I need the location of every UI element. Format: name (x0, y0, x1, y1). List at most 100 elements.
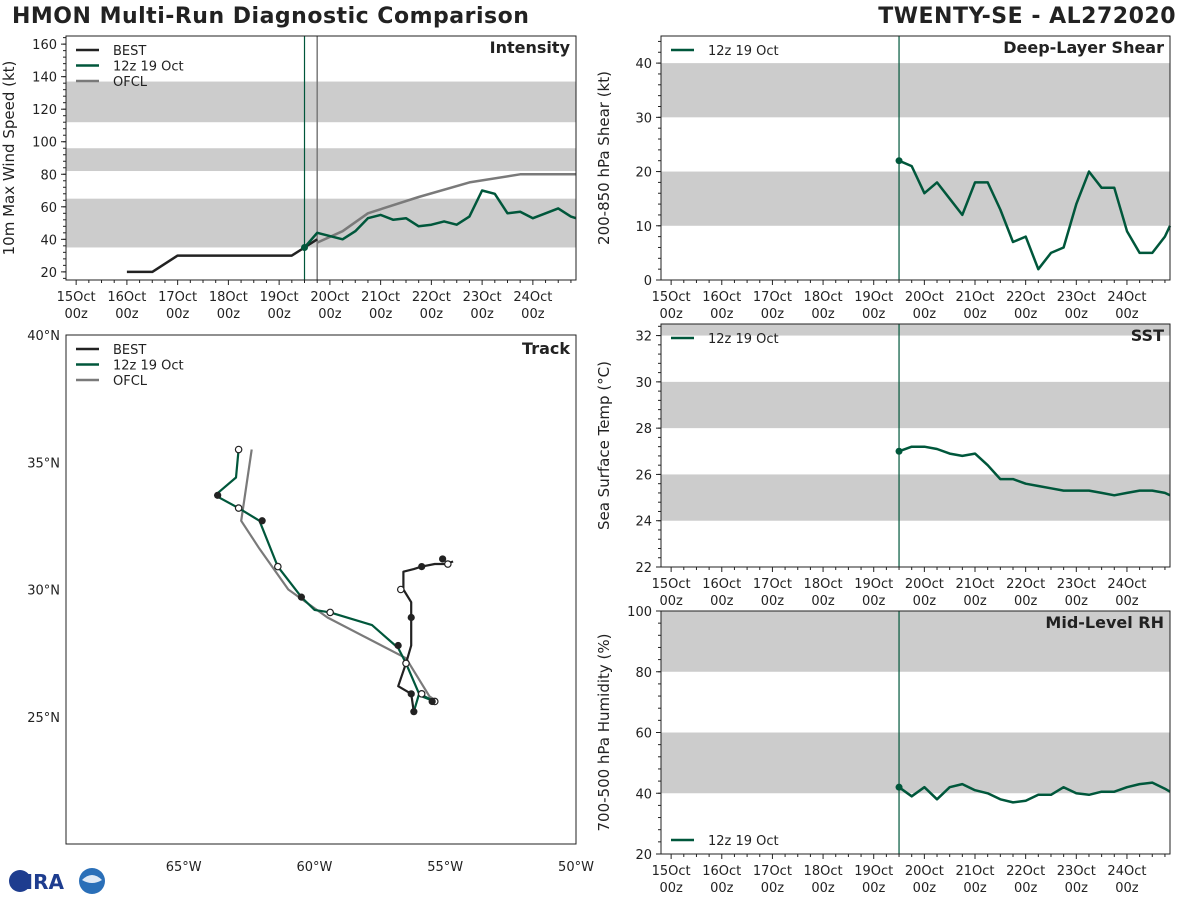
rh-xtick-day: 16Oct (702, 864, 741, 879)
track-open-marker-run (274, 562, 282, 571)
sst-xtick-hour: 00z (1014, 594, 1038, 609)
sst-xtick-hour: 00z (1115, 594, 1139, 609)
track-marker-run (258, 517, 266, 525)
shear-ytick-label: 10 (635, 220, 652, 235)
shear-xtick-day: 15Oct (652, 290, 691, 305)
track-xtick-label: 50°W (558, 860, 594, 875)
sst-series-run (898, 445, 1171, 497)
intensity-ytick-label: 40 (40, 233, 57, 248)
rh-ytick-label: 60 (635, 727, 652, 742)
rh-xtick-hour: 00z (811, 881, 835, 896)
track-path-best (397, 560, 454, 712)
rh-xtick-day: 21Oct (955, 864, 994, 879)
intensity-series-run (303, 189, 577, 249)
sst-xtick-hour: 00z (862, 594, 886, 609)
cira-logo-text: CIRA (11, 870, 65, 894)
shear-frame (660, 35, 1171, 281)
figure-title: HMON Multi-Run Diagnostic Comparison (12, 4, 530, 29)
sst-legend-label-run: 12z 19 Oct (708, 332, 779, 347)
track-marker-best (407, 690, 415, 698)
intensity-xtick-day: 23Oct (463, 290, 502, 305)
shear-xtick-day: 18Oct (804, 290, 843, 305)
sst-xtick-day: 20Oct (905, 577, 944, 592)
sst-frame (660, 323, 1171, 568)
sst-xtick-hour: 00z (761, 594, 785, 609)
intensity-legend-label-run: 12z 19 Oct (113, 60, 184, 75)
shear-legend-label-run: 12z 19 Oct (708, 44, 779, 59)
intensity-band (66, 198, 576, 248)
shear-xtick-hour: 00z (963, 307, 987, 322)
track-legend-label-ofcl: OFCL (113, 374, 148, 389)
sst-xtick-day: 22Oct (1006, 577, 1045, 592)
track-marker-run (297, 593, 305, 601)
shear-xtick-day: 17Oct (753, 290, 792, 305)
intensity-xtick-day: 20Oct (310, 290, 349, 305)
track-open-marker-run (402, 659, 410, 668)
intensity-ytick-label: 60 (40, 201, 57, 216)
intensity-frame (65, 35, 577, 281)
intensity-ytick-label: 140 (32, 71, 57, 86)
rh-xtick-day: 23Oct (1057, 864, 1096, 879)
shear-ytick-label: 0 (644, 274, 652, 289)
shear-xtick-hour: 00z (1065, 307, 1089, 322)
rh-ytick-label: 20 (635, 848, 652, 863)
storm-id-title: TWENTY-SE - AL272020 (878, 4, 1176, 29)
shear-xtick-day: 19Oct (854, 290, 893, 305)
rh-xtick-day: 20Oct (905, 864, 944, 879)
rh-ytick-label: 40 (635, 787, 652, 802)
intensity-xtick-hour: 00z (318, 307, 342, 322)
sst-xtick-day: 15Oct (652, 577, 691, 592)
track-frame (65, 334, 577, 845)
sst-xtick-day: 18Oct (804, 577, 843, 592)
shear-band (661, 171, 1170, 226)
track-marker-best (394, 641, 402, 650)
intensity-legend-label-ofcl: OFCL (113, 75, 148, 90)
track-open-marker-run (234, 504, 243, 512)
sst-panel: 22 24 26 28 30 32 15Oct 00z 16Oct 00z 17Oct 00z 18Oc… (595, 323, 1171, 609)
track-open-marker-run (326, 608, 334, 617)
shear-band (661, 63, 1170, 118)
shear-xtick-day: 22Oct (1006, 290, 1045, 305)
rh-series-run (898, 781, 1171, 804)
shear-xtick-day: 21Oct (955, 290, 994, 305)
sst-init-point (895, 447, 903, 455)
intensity-ytick-label: 100 (32, 136, 57, 151)
intensity-xtick-hour: 00z (369, 307, 393, 322)
shear-xtick-day: 20Oct (905, 290, 944, 305)
intensity-xtick-hour: 00z (166, 307, 190, 322)
shear-ytick-label: 20 (635, 166, 652, 181)
shear-xtick-hour: 00z (862, 307, 886, 322)
shear-xtick-hour: 00z (659, 307, 683, 322)
track-path-ofcl (240, 449, 438, 703)
shear-series-run (898, 159, 1172, 271)
sst-xtick-hour: 00z (1065, 594, 1089, 609)
rh-panel: 20 40 60 80 100 15Oct 00z 16Oct 00z 17Oct 00z 18Oct… (595, 605, 1171, 896)
rh-ylabel: 700-500 hPa Humidity (%) (595, 633, 613, 831)
rh-xtick-hour: 00z (1065, 881, 1089, 896)
sst-xtick-day: 17Oct (753, 577, 792, 592)
track-open-marker-best (444, 560, 452, 568)
intensity-xtick-hour: 00z (267, 307, 291, 322)
rh-band (661, 611, 1170, 672)
intensity-xtick-day: 18Oct (209, 290, 248, 305)
rh-band (661, 732, 1170, 794)
intensity-xtick-day: 24Oct (513, 290, 552, 305)
shear-ylabel: 200-850 hPa Shear (kt) (595, 71, 613, 245)
intensity-ylabel: 10m Max Wind Speed (kt) (0, 61, 18, 256)
sst-xtick-hour: 00z (913, 594, 937, 609)
intensity-ytick-label: 80 (40, 168, 57, 183)
sst-ytick-label: 24 (635, 515, 652, 530)
shear-xtick-hour: 00z (761, 307, 785, 322)
shear-xtick-hour: 00z (913, 307, 937, 322)
track-open-marker-run (417, 690, 426, 698)
intensity-xtick-day: 15Oct (57, 290, 96, 305)
shear-ytick-label: 40 (635, 57, 652, 72)
intensity-band (66, 81, 576, 123)
rh-xtick-hour: 00z (761, 881, 785, 896)
sst-xtick-hour: 00z (963, 594, 987, 609)
intensity-panel: 20 40 60 80 100 120 140 160 15Oct 00z 16Oct 00z 17Oc… (0, 35, 577, 322)
intensity-ytick-label: 160 (32, 38, 57, 53)
track-marker-run (428, 697, 436, 706)
intensity-series-ofcl (316, 173, 576, 244)
sst-ytick-label: 22 (635, 561, 652, 576)
